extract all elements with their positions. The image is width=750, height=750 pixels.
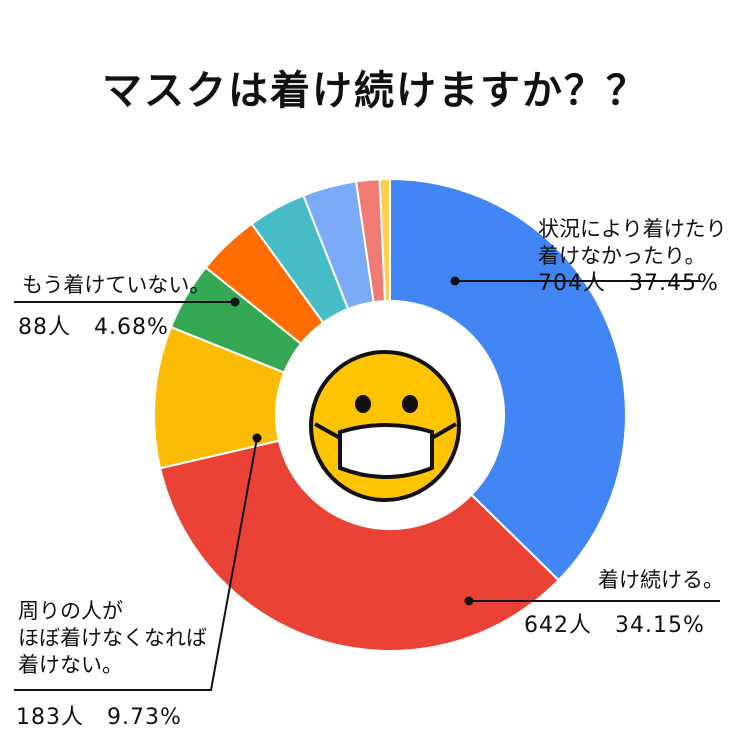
label-continue-stat: 642人 34.15% xyxy=(524,613,705,638)
label-others: 周りの人が ほぼ着けなくなれば 着けない。 xyxy=(18,598,207,679)
label-situational-line2: 着けなかったり。 xyxy=(538,244,706,268)
label-situational-line1: 状況により着けたり xyxy=(538,217,727,241)
donut-slice-8 xyxy=(378,177,391,303)
chart-title: マスクは着け続けますか？？ xyxy=(102,68,648,114)
leader-line-d xyxy=(14,297,240,307)
donut-slice-0 xyxy=(389,177,627,582)
label-stopped-stat: 88人 4.68% xyxy=(18,315,169,340)
donut-slice-1 xyxy=(158,439,561,652)
label-situational: 状況により着けたり 着けなかったり。 704人 37.45% xyxy=(538,216,727,297)
label-stopped-line1: もう着けていない。 xyxy=(22,273,211,297)
masked-face-emoji-icon xyxy=(309,350,461,502)
label-others-line2: ほぼ着けなくなれば xyxy=(18,626,207,650)
label-others-stat: 183人 9.73% xyxy=(16,705,182,730)
label-continue: 着け続ける。 xyxy=(598,567,724,594)
label-stopped: もう着けていない。 xyxy=(22,272,210,299)
leader-line-a xyxy=(450,276,700,286)
label-others-line1: 周りの人が xyxy=(18,599,123,623)
label-others-line3: 着けない。 xyxy=(18,653,123,677)
label-continue-line1: 着け続ける。 xyxy=(598,568,724,592)
leader-line-b xyxy=(464,596,720,606)
leader-line-c xyxy=(14,433,262,691)
label-situational-stat: 704人 37.45% xyxy=(538,271,719,296)
